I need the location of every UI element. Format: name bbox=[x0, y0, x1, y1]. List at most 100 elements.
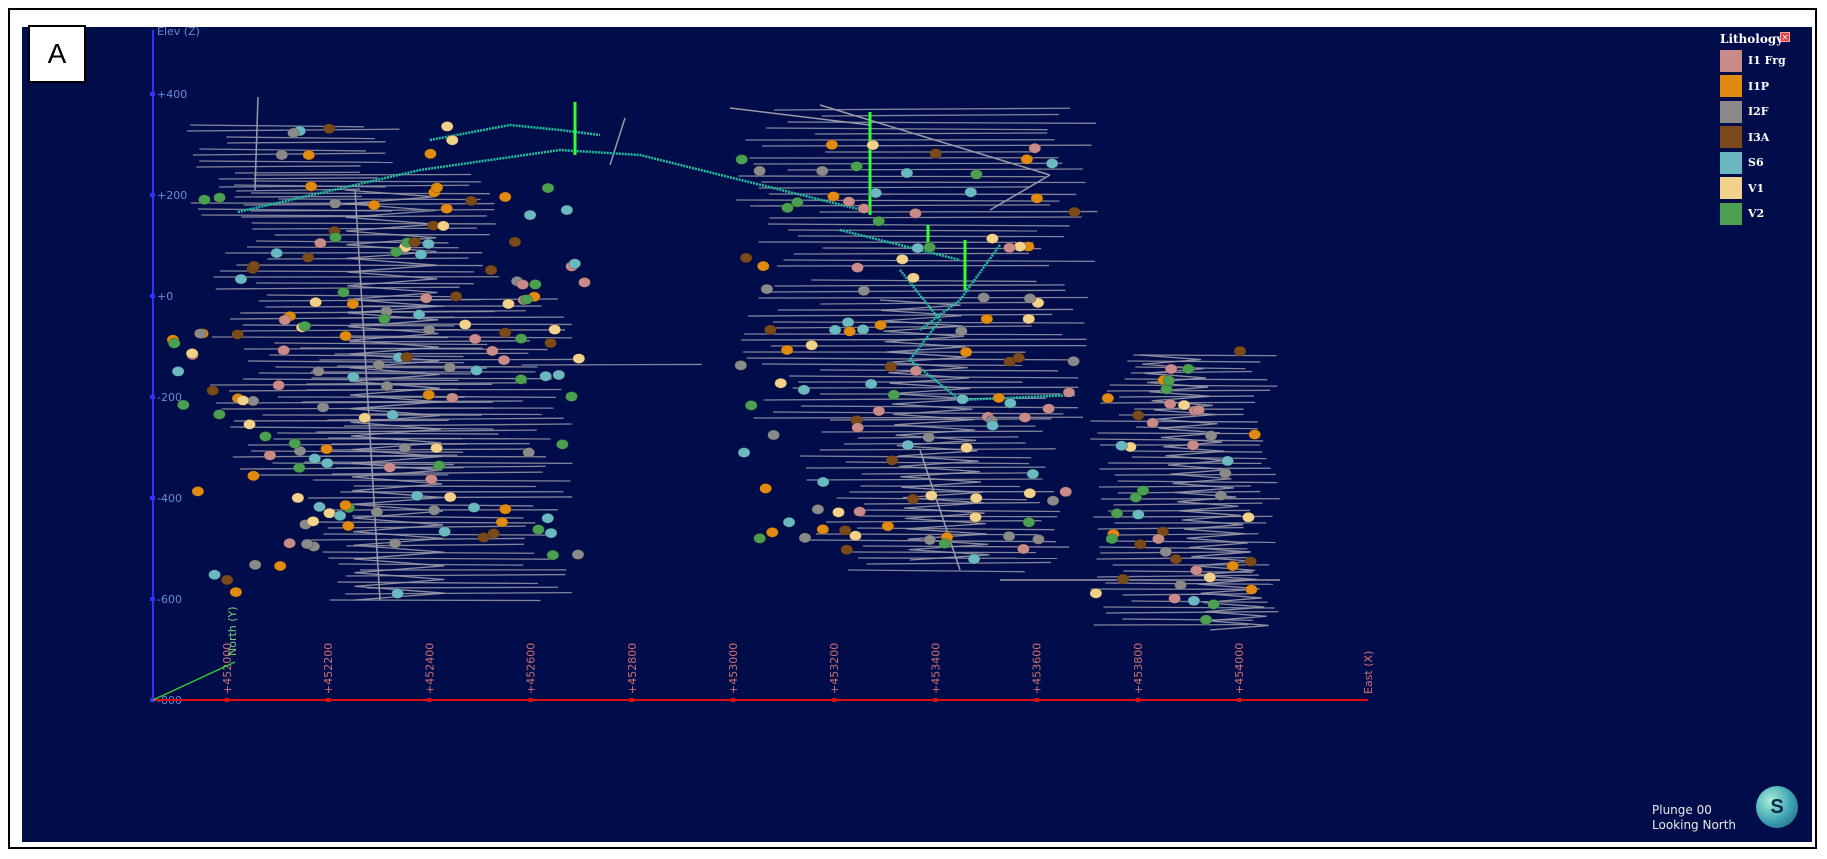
lithology-sample bbox=[486, 345, 499, 357]
x-tick-mark bbox=[1135, 698, 1140, 702]
lithology-sample bbox=[756, 260, 770, 272]
lithology-sample bbox=[339, 499, 352, 511]
lithology-sample bbox=[358, 412, 372, 424]
lithology-sample bbox=[1207, 599, 1220, 610]
lithology-sample bbox=[1116, 573, 1130, 585]
drillhole-trace bbox=[819, 104, 1051, 176]
lithology-sample bbox=[308, 453, 322, 464]
lithology-sample bbox=[339, 330, 352, 342]
lithology-sample bbox=[1132, 509, 1145, 520]
legend-swatch bbox=[1720, 100, 1742, 123]
workings-line bbox=[919, 244, 1002, 331]
lithology-sample bbox=[468, 333, 482, 345]
lithology-sample bbox=[765, 527, 779, 538]
lithology-sample bbox=[1214, 490, 1228, 501]
lithology-sample bbox=[869, 187, 883, 199]
drillhole-trace bbox=[792, 386, 1079, 389]
z-tick-mark bbox=[150, 294, 155, 298]
lithology-sample bbox=[1226, 560, 1240, 572]
z-tick-label: -600 bbox=[157, 593, 182, 606]
lithology-sample bbox=[333, 510, 347, 521]
lithology-sample bbox=[1233, 345, 1247, 357]
lithology-sample bbox=[329, 232, 342, 243]
lithology-sample bbox=[1242, 511, 1255, 523]
lithology-sample bbox=[1022, 313, 1036, 325]
lithology-sample bbox=[841, 317, 855, 328]
close-icon[interactable]: × bbox=[1780, 32, 1790, 43]
lithology-sample bbox=[1245, 584, 1258, 595]
drillhole-trace bbox=[753, 416, 1084, 419]
drillhole-trace bbox=[306, 382, 527, 385]
drillhole-trace bbox=[234, 171, 360, 174]
legend-swatch bbox=[1720, 75, 1742, 98]
z-tick-label: +0 bbox=[157, 290, 173, 303]
drillhole-trace bbox=[821, 113, 1059, 117]
drillhole-trace bbox=[1122, 618, 1253, 621]
lithology-sample bbox=[309, 296, 322, 308]
lithology-sample bbox=[856, 324, 870, 335]
lithology-sample bbox=[383, 462, 397, 473]
drillhole-trace bbox=[319, 358, 573, 361]
lithology-sample bbox=[739, 252, 753, 264]
drillhole-trace bbox=[814, 132, 1048, 135]
lithology-sample bbox=[906, 493, 920, 505]
drillhole-trace bbox=[866, 561, 1052, 565]
lithology-sample bbox=[959, 346, 973, 358]
lithology-sample bbox=[1067, 355, 1080, 367]
lithology-sample bbox=[864, 378, 878, 390]
lithology-sample bbox=[320, 457, 334, 469]
lithology-sample bbox=[520, 294, 533, 305]
drillhole-trace bbox=[328, 437, 551, 440]
lithology-sample bbox=[767, 429, 780, 441]
z-tick-mark bbox=[150, 597, 155, 601]
drillhole-trace bbox=[521, 363, 702, 366]
lithology-sample bbox=[556, 439, 569, 450]
lithology-sample bbox=[911, 242, 925, 254]
lithology-sample bbox=[430, 442, 443, 454]
lithology-sample bbox=[263, 450, 277, 461]
workings-line bbox=[237, 148, 871, 214]
legend-item-label: S6 bbox=[1748, 156, 1764, 170]
lithology-sample bbox=[191, 486, 205, 497]
lithology-sample bbox=[1089, 588, 1103, 599]
legend-swatch bbox=[1720, 202, 1742, 225]
lithology-sample bbox=[541, 512, 555, 524]
drillhole-trace bbox=[251, 222, 496, 225]
lithology-sample bbox=[851, 422, 865, 433]
drillhole-trace bbox=[267, 257, 469, 260]
lithology-sample bbox=[900, 167, 914, 179]
logo-icon[interactable]: S bbox=[1756, 786, 1798, 828]
lithology-sample bbox=[236, 395, 250, 406]
drillhole-trace bbox=[251, 192, 490, 195]
drillhole-trace bbox=[1127, 360, 1261, 363]
lithology-sample bbox=[427, 504, 441, 516]
lithology-sample bbox=[1248, 429, 1262, 440]
lithology-sample bbox=[578, 277, 591, 288]
x-tick-label: +452600 bbox=[525, 643, 538, 694]
drillhole-trace bbox=[327, 525, 526, 529]
drillhole-trace bbox=[860, 515, 1058, 518]
lithology-sample bbox=[853, 506, 866, 517]
lithology-sample bbox=[828, 324, 842, 336]
section-view-scene[interactable]: Elev (Z)+400+200+0-200-400-600-800+45200… bbox=[22, 27, 1812, 842]
lithology-sample bbox=[552, 369, 566, 381]
drillhole-trace bbox=[343, 423, 572, 427]
lithology-sample bbox=[737, 447, 751, 458]
lithology-sample bbox=[1181, 363, 1195, 375]
lithology-sample bbox=[960, 442, 973, 454]
lithology-sample bbox=[1022, 516, 1036, 528]
drillhole-trace bbox=[345, 591, 572, 595]
lithology-sample bbox=[1042, 403, 1055, 415]
x-tick-label: +454000 bbox=[1233, 643, 1246, 694]
lithology-sample bbox=[291, 492, 305, 504]
lithology-sample bbox=[782, 516, 796, 528]
lithology-sample bbox=[398, 442, 412, 454]
drillhole-trace bbox=[254, 96, 259, 191]
3d-viewport[interactable]: Elev (Z) +400 +200 +0 -200 -400 -600 -800 +45200… bbox=[22, 27, 1812, 842]
x-tick-label: +453400 bbox=[929, 643, 942, 694]
drillhole-trace bbox=[783, 259, 1095, 263]
lithology-sample bbox=[313, 501, 326, 513]
legend-item-label: I1P bbox=[1748, 79, 1770, 93]
lithology-sample bbox=[1221, 455, 1234, 467]
lithology-sample bbox=[443, 362, 457, 373]
